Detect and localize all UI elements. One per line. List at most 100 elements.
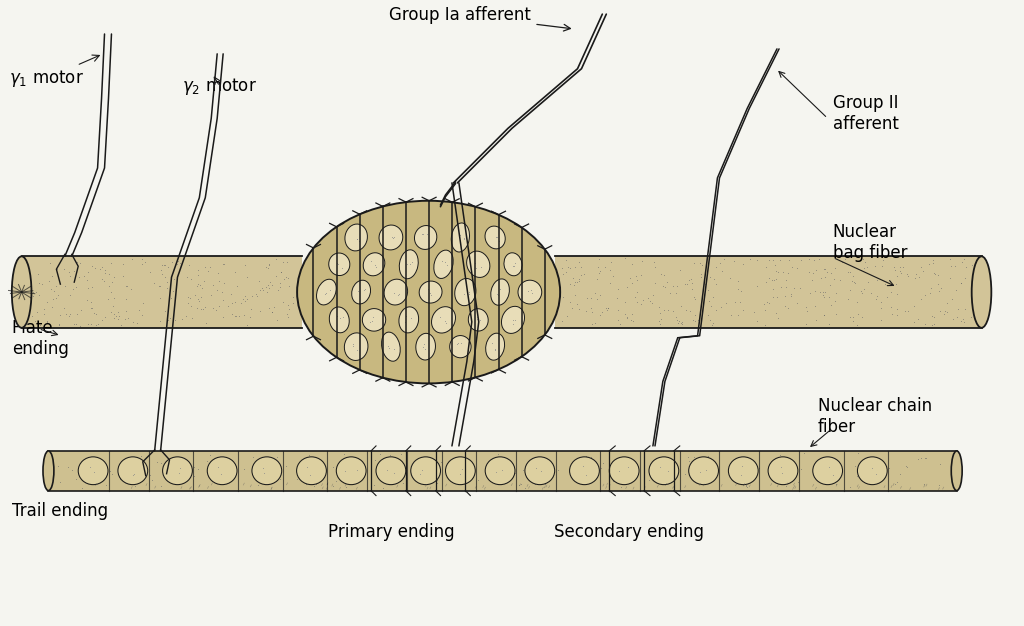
Point bbox=[854, 312, 870, 322]
Point bbox=[697, 465, 714, 475]
Ellipse shape bbox=[468, 309, 488, 331]
Point bbox=[730, 276, 746, 286]
Point bbox=[484, 339, 501, 349]
Point bbox=[914, 265, 931, 275]
Point bbox=[731, 297, 748, 307]
Point bbox=[134, 259, 151, 269]
Point bbox=[766, 471, 782, 481]
Point bbox=[562, 264, 579, 274]
Point bbox=[931, 286, 947, 296]
Point bbox=[115, 466, 131, 476]
Point bbox=[768, 308, 784, 318]
Point bbox=[263, 462, 280, 472]
Ellipse shape bbox=[951, 451, 963, 491]
Point bbox=[872, 303, 889, 313]
Point bbox=[825, 274, 842, 284]
Point bbox=[364, 256, 380, 266]
Point bbox=[604, 270, 621, 280]
Point bbox=[162, 313, 178, 323]
Point bbox=[31, 277, 47, 287]
Point bbox=[252, 285, 268, 295]
Ellipse shape bbox=[43, 451, 54, 491]
Point bbox=[202, 450, 218, 460]
Point bbox=[372, 449, 388, 459]
Point bbox=[296, 477, 312, 487]
Point bbox=[237, 260, 253, 270]
Point bbox=[919, 453, 935, 463]
Point bbox=[883, 279, 899, 289]
Point bbox=[868, 469, 885, 479]
Point bbox=[456, 233, 472, 244]
Point bbox=[674, 319, 690, 329]
Point bbox=[68, 319, 84, 329]
Point bbox=[925, 258, 941, 268]
Point bbox=[328, 476, 344, 486]
Point bbox=[30, 269, 46, 279]
Point bbox=[355, 285, 372, 295]
Text: Group II
afferent: Group II afferent bbox=[833, 94, 898, 133]
Point bbox=[568, 277, 585, 287]
Point bbox=[564, 273, 581, 283]
Polygon shape bbox=[22, 256, 301, 328]
Point bbox=[337, 470, 353, 480]
Point bbox=[434, 256, 451, 266]
Point bbox=[665, 305, 681, 316]
Point bbox=[823, 459, 840, 470]
Point bbox=[213, 454, 229, 464]
Point bbox=[174, 314, 190, 324]
Point bbox=[401, 259, 418, 269]
Point bbox=[191, 280, 208, 290]
Point bbox=[584, 319, 600, 329]
Point bbox=[532, 467, 549, 477]
Point bbox=[153, 281, 169, 291]
Ellipse shape bbox=[434, 250, 454, 279]
Point bbox=[279, 257, 295, 267]
Point bbox=[345, 341, 361, 351]
Point bbox=[193, 304, 209, 314]
Point bbox=[100, 269, 117, 279]
Point bbox=[272, 282, 289, 292]
Point bbox=[523, 288, 540, 298]
Ellipse shape bbox=[316, 279, 336, 305]
Point bbox=[178, 272, 195, 282]
Point bbox=[189, 303, 206, 313]
Point bbox=[80, 283, 96, 293]
Point bbox=[887, 265, 903, 275]
Point bbox=[641, 295, 657, 305]
Point bbox=[673, 302, 689, 312]
Point bbox=[233, 298, 250, 308]
Point bbox=[527, 463, 544, 473]
Point bbox=[280, 312, 296, 322]
Point bbox=[367, 260, 383, 270]
Point bbox=[873, 261, 890, 271]
Point bbox=[965, 260, 981, 270]
Point bbox=[488, 468, 505, 478]
Point bbox=[51, 310, 68, 321]
Point bbox=[645, 290, 662, 300]
Point bbox=[845, 272, 861, 282]
Point bbox=[39, 316, 55, 326]
Point bbox=[911, 272, 928, 282]
Point bbox=[126, 469, 142, 479]
Point bbox=[329, 311, 345, 321]
Point bbox=[955, 254, 972, 264]
Point bbox=[654, 456, 671, 466]
Point bbox=[301, 450, 317, 460]
Point bbox=[618, 313, 635, 323]
Point bbox=[532, 466, 549, 476]
Point bbox=[883, 302, 899, 312]
Point bbox=[261, 284, 278, 294]
Point bbox=[193, 292, 209, 302]
Ellipse shape bbox=[504, 253, 522, 276]
Point bbox=[900, 306, 916, 316]
Point bbox=[268, 254, 285, 264]
Ellipse shape bbox=[78, 457, 108, 485]
Point bbox=[255, 468, 271, 478]
Point bbox=[623, 273, 639, 283]
Point bbox=[670, 318, 686, 328]
Point bbox=[650, 302, 667, 312]
Point bbox=[963, 288, 979, 298]
Point bbox=[69, 259, 85, 269]
Point bbox=[718, 298, 734, 308]
Point bbox=[848, 320, 864, 330]
